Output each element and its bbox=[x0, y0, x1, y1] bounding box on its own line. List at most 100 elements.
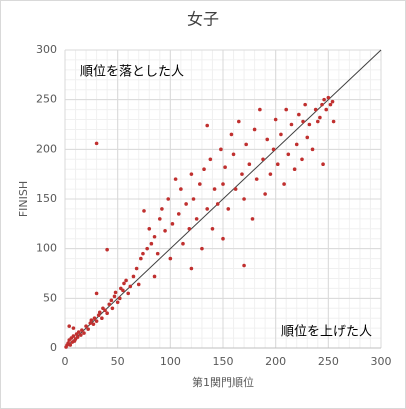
point bbox=[212, 187, 217, 191]
y-tick-label: 100 bbox=[36, 242, 57, 255]
annotation: 順位を落とした人 bbox=[80, 65, 184, 80]
point bbox=[134, 266, 139, 271]
point bbox=[205, 123, 209, 128]
point bbox=[122, 281, 126, 286]
point bbox=[168, 256, 173, 261]
point bbox=[173, 177, 178, 181]
point bbox=[176, 212, 181, 216]
point bbox=[97, 310, 102, 315]
point bbox=[242, 197, 246, 201]
point bbox=[91, 322, 96, 326]
point bbox=[109, 298, 114, 303]
x-tick-label: 250 bbox=[318, 355, 339, 368]
point bbox=[313, 107, 318, 112]
point bbox=[166, 197, 171, 201]
point bbox=[71, 334, 76, 338]
point bbox=[194, 217, 199, 221]
point bbox=[86, 327, 90, 331]
point bbox=[163, 228, 167, 233]
point bbox=[221, 236, 225, 241]
y-tick-label: 300 bbox=[36, 43, 57, 56]
point bbox=[181, 241, 185, 246]
point bbox=[170, 222, 175, 226]
point bbox=[117, 296, 122, 301]
point bbox=[115, 300, 120, 305]
point bbox=[268, 172, 273, 176]
point bbox=[286, 152, 291, 157]
point bbox=[297, 112, 301, 117]
point bbox=[226, 207, 231, 211]
x-axis-label: 第1関門順位 bbox=[192, 375, 254, 389]
x-tick-label: 0 bbox=[62, 355, 69, 368]
point bbox=[152, 274, 157, 279]
point bbox=[136, 282, 141, 287]
point bbox=[187, 227, 192, 231]
point bbox=[208, 157, 213, 162]
point bbox=[124, 278, 128, 283]
point bbox=[229, 132, 234, 137]
point bbox=[68, 343, 73, 347]
point bbox=[128, 284, 133, 289]
point bbox=[292, 167, 297, 171]
point bbox=[219, 147, 223, 152]
y-tick-label: 200 bbox=[36, 142, 57, 155]
point bbox=[152, 234, 157, 239]
point bbox=[141, 251, 145, 256]
point bbox=[289, 122, 294, 127]
point bbox=[96, 313, 101, 318]
point bbox=[92, 316, 97, 321]
point bbox=[265, 137, 270, 142]
point bbox=[105, 311, 109, 316]
y-tick-label: 0 bbox=[50, 341, 57, 354]
point bbox=[318, 115, 322, 120]
point bbox=[84, 324, 88, 328]
point bbox=[126, 291, 130, 296]
y-tick-label: 50 bbox=[43, 291, 57, 304]
annotation: 順位を上げた人 bbox=[281, 325, 372, 340]
point bbox=[80, 328, 84, 332]
point bbox=[198, 182, 202, 186]
point bbox=[139, 256, 143, 261]
point bbox=[231, 152, 236, 157]
point bbox=[273, 117, 278, 122]
point bbox=[250, 217, 255, 221]
point bbox=[322, 97, 326, 102]
point bbox=[100, 316, 104, 321]
point bbox=[328, 102, 333, 107]
x-tick-label: 50 bbox=[111, 355, 125, 368]
point bbox=[94, 141, 99, 146]
x-tick-label: 150 bbox=[213, 355, 234, 368]
point bbox=[88, 321, 93, 325]
chart-title: 女子 bbox=[187, 10, 219, 29]
point bbox=[184, 202, 188, 206]
point bbox=[331, 119, 336, 124]
point bbox=[263, 192, 267, 196]
point bbox=[307, 122, 312, 127]
point bbox=[242, 263, 246, 268]
point bbox=[105, 247, 109, 252]
y-tick-label: 150 bbox=[36, 192, 57, 205]
point bbox=[279, 132, 283, 137]
point bbox=[147, 227, 152, 231]
point bbox=[94, 291, 99, 296]
point bbox=[301, 119, 305, 124]
point bbox=[261, 157, 265, 162]
y-axis-label: FINISH bbox=[17, 181, 30, 217]
point bbox=[223, 165, 227, 170]
point bbox=[67, 324, 72, 328]
point bbox=[310, 147, 315, 152]
point bbox=[237, 119, 241, 124]
point bbox=[321, 162, 325, 167]
point bbox=[258, 107, 262, 112]
point bbox=[82, 331, 86, 335]
point bbox=[215, 202, 220, 206]
point bbox=[324, 107, 329, 112]
point bbox=[110, 306, 115, 311]
point bbox=[189, 172, 194, 176]
point bbox=[210, 227, 215, 231]
point bbox=[200, 246, 204, 251]
point bbox=[284, 107, 289, 112]
point bbox=[145, 246, 149, 251]
point bbox=[300, 157, 304, 162]
point bbox=[112, 294, 117, 299]
